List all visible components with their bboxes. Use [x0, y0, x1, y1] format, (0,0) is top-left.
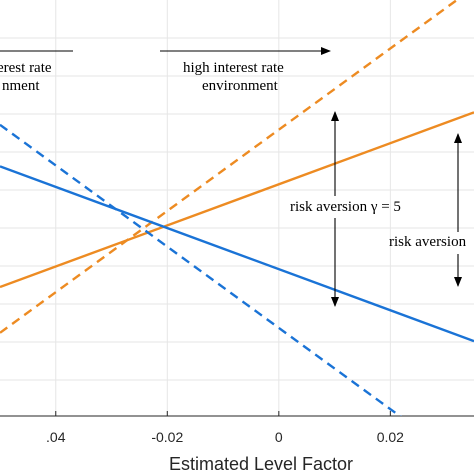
x-tick-label-2: 0 [275, 429, 283, 445]
annotation-low-rate-line1: erest rate [0, 60, 52, 76]
annotation-risk-aversion-5: risk aversion γ = 5 [290, 199, 401, 215]
axes: .04 -0.02 0 0.02 [0, 411, 474, 445]
x-tick-label-3: 0.02 [377, 429, 404, 445]
annotations: erest rate nment high interest rate envi… [0, 60, 467, 250]
annotation-high-rate-line1: high interest rate [183, 60, 284, 76]
x-axis-label: Estimated Level Factor [169, 454, 353, 474]
series-line-2 [0, 165, 474, 343]
x-tick-label-0: .04 [46, 429, 66, 445]
x-tick-label-1: -0.02 [151, 429, 183, 445]
annotation-low-rate-line2: nment [2, 78, 40, 94]
series-line-3 [0, 123, 402, 416]
series-line-0 [0, 111, 474, 289]
annotation-arrows [0, 47, 462, 307]
grid [0, 0, 474, 416]
annotation-risk-aversion-2: risk aversion [389, 234, 467, 250]
series-line-1 [0, 0, 459, 334]
annotation-high-rate-line2: environment [202, 78, 279, 94]
